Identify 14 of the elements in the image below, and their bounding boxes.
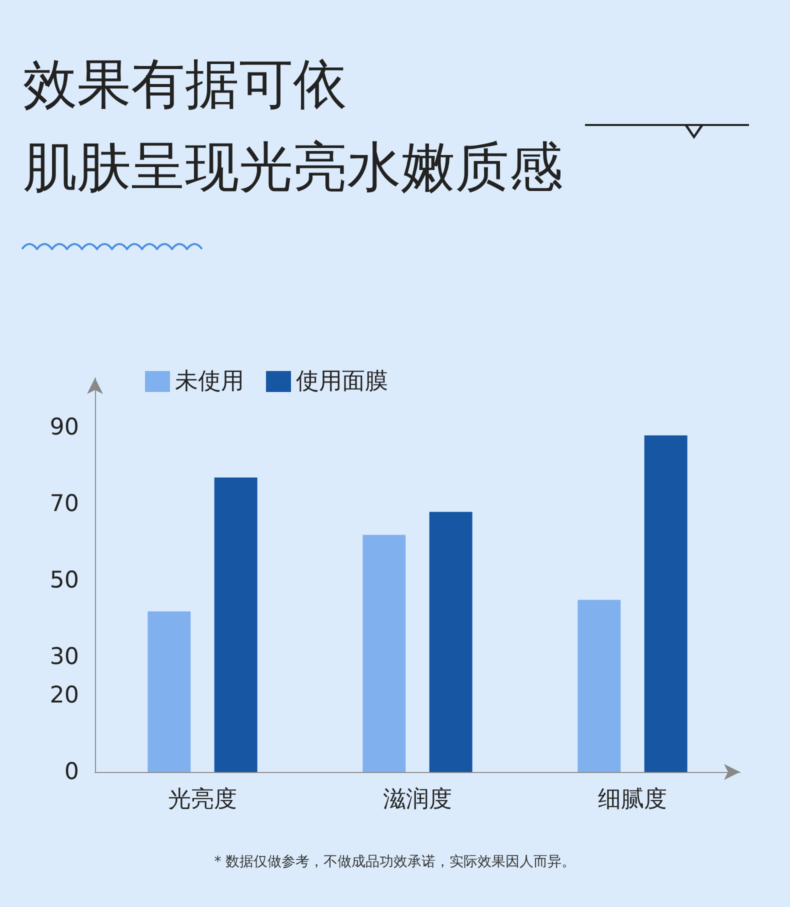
y-tick-label: 20 <box>50 682 79 708</box>
y-tick-label: 30 <box>50 644 79 670</box>
x-tick-label: 光亮度 <box>168 786 237 812</box>
legend-label: 使用面膜 <box>296 368 388 394</box>
y-tick-label: 0 <box>64 759 79 785</box>
chart-subtitle: 肌肤呈现光亮水嫩质感 <box>23 136 563 198</box>
y-tick-label: 50 <box>50 568 79 594</box>
y-tick-label: 70 <box>50 491 79 518</box>
x-tick-label: 滋润度 <box>383 786 452 812</box>
text: * 数据仅做参考，不做成品功效承诺，实际效果因人而异。 <box>214 854 576 870</box>
y-tick-label: 90 <box>50 414 79 441</box>
x-tick-label: 细腻度 <box>598 786 667 812</box>
legend-label: 未使用 <box>175 368 244 394</box>
chart-title: 效果有据可依 <box>23 52 347 116</box>
